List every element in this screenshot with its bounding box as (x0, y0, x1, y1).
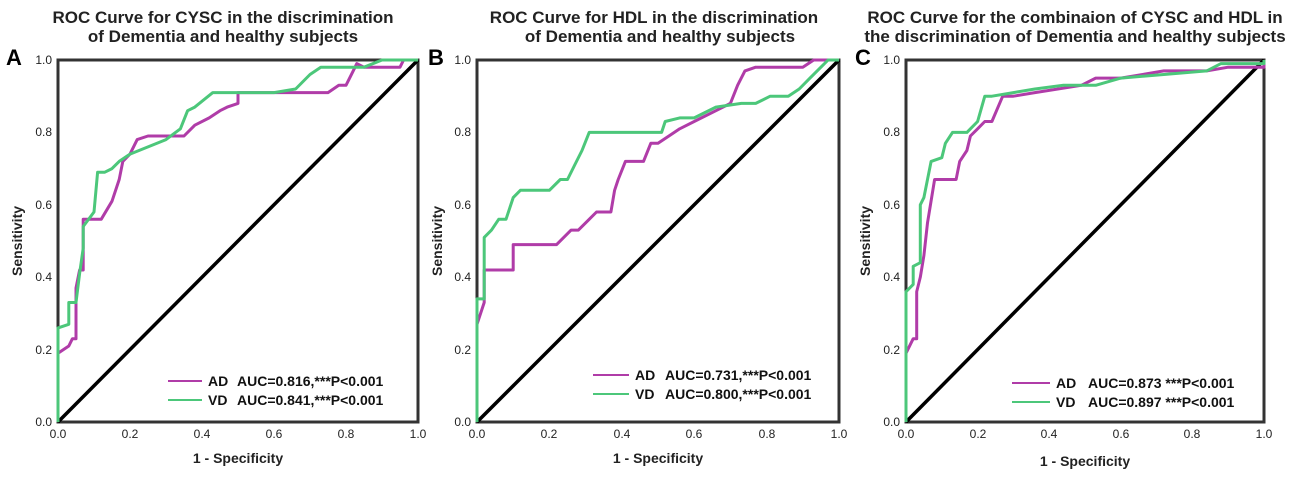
panel-a-y-tick: 0.4 (35, 270, 52, 284)
panel-a-x-tick: 0.6 (266, 427, 283, 441)
panel-b-diagonal-reference (475, 58, 841, 424)
panel-c-x-ticks: 0.0 0.2 0.4 0.6 0.8 1.0 (898, 427, 1273, 441)
panel-a-x-tick: 0.8 (338, 427, 355, 441)
panel-c-y-tick: 1.0 (883, 53, 900, 67)
panel-c-y-axis-label: Sensitivity (857, 206, 873, 276)
panel-c-y-tick: 0.2 (883, 343, 900, 357)
panel-a-x-tick: 0.2 (122, 427, 139, 441)
panel-a-x-tick: 0.4 (194, 427, 211, 441)
panel-b-legend-vd-name: VD (635, 386, 654, 402)
panel-c-y-tick: 0.6 (883, 198, 900, 212)
panel-a-letter: A (6, 45, 22, 70)
panel-c-x-tick: 0.0 (898, 427, 915, 441)
panel-c-letter: C (855, 45, 871, 70)
panel-c-y-tick: 0.8 (883, 125, 900, 139)
panel-b-x-tick: 0.6 (686, 427, 703, 441)
panel-a-legend-vd-text: AUC=0.841,***P<0.001 (237, 392, 384, 408)
panel-b-x-tick: 0.8 (759, 427, 776, 441)
panel-c-legend-vd-text: AUC=0.897 ***P<0.001 (1088, 394, 1235, 410)
panel-b-x-tick: 0.4 (614, 427, 631, 441)
panel-b-legend-vd-text: AUC=0.800,***P<0.001 (665, 386, 812, 402)
panel-c-ad-roc-curve (904, 60, 1266, 422)
panel-a-legend-ad-text: AUC=0.816,***P<0.001 (237, 373, 384, 389)
panel-a-vd-roc-curve (56, 58, 418, 422)
panel-c-legend-vd-name: VD (1056, 394, 1075, 410)
panel-b-y-tick: 1.0 (454, 53, 471, 67)
panel-b-y-tick: 0.6 (454, 198, 471, 212)
panel-a-legend: AD AUC=0.816,***P<0.001 VD AUC=0.841,***… (168, 373, 384, 408)
panel-a-y-tick: 0.6 (35, 198, 52, 212)
panel-a-y-tick: 0.2 (35, 343, 52, 357)
panel-a-legend-ad-name: AD (208, 373, 228, 389)
panel-b-vd-roc-curve (475, 58, 839, 422)
panel-b-x-tick: 1.0 (831, 427, 848, 441)
panel-a-y-ticks: 0.0 0.2 0.4 0.6 0.8 1.0 (35, 53, 52, 429)
panel-c-y-ticks: 0.0 0.2 0.4 0.6 0.8 1.0 (883, 53, 900, 429)
panel-c-x-tick: 1.0 (1256, 427, 1273, 441)
panel-a-title-line-1: ROC Curve for CYSC in the discrimination (53, 8, 394, 27)
panel-c-title-line-1: ROC Curve for the combinaion of CYSC and… (867, 8, 1282, 27)
panel-b-title-line-2: of Dementia and healthy subjects (525, 27, 795, 46)
panel-b-title-line-1: ROC Curve for HDL in the discrimination (490, 8, 818, 27)
panel-b-frame (475, 58, 841, 424)
panel-c-frame (904, 58, 1266, 424)
panel-a-title-line-2: of Dementia and healthy subjects (88, 27, 358, 46)
panel-b-x-tick: 0.2 (541, 427, 558, 441)
panel-b-letter: B (428, 45, 444, 70)
panel-a: ROC Curve for CYSC in the discrimination… (6, 8, 427, 466)
panel-c-y-tick: 0.4 (883, 270, 900, 284)
panel-c-legend: AD AUC=0.873 ***P<0.001 VD AUC=0.897 ***… (1012, 375, 1235, 410)
panel-a-legend-vd-name: VD (208, 392, 227, 408)
panel-a-x-axis-label: 1 - Specificity (193, 450, 283, 466)
panel-b-legend-ad-text: AUC=0.731,***P<0.001 (665, 367, 812, 383)
panel-c-title-line-2: the discrimination of Dementia and healt… (864, 27, 1285, 46)
panel-c-x-tick: 0.4 (1041, 427, 1058, 441)
panel-a-y-tick: 0.8 (35, 125, 52, 139)
panel-b-legend-ad-name: AD (635, 367, 655, 383)
panel-c-x-tick: 0.2 (970, 427, 987, 441)
panel-b-x-ticks: 0.0 0.2 0.4 0.6 0.8 1.0 (469, 427, 848, 441)
panel-c-x-tick: 0.6 (1113, 427, 1130, 441)
panel-a-y-tick: 0.0 (35, 415, 52, 429)
panel-c-legend-ad-text: AUC=0.873 ***P<0.001 (1088, 375, 1235, 391)
panel-a-x-tick: 1.0 (410, 427, 427, 441)
panel-b-y-tick: 0.8 (454, 125, 471, 139)
panel-b-y-tick: 0.0 (454, 415, 471, 429)
panel-c: ROC Curve for the combinaion of CYSC and… (855, 8, 1286, 469)
panel-b-ad-roc-curve (475, 58, 839, 422)
panel-a-frame (56, 58, 420, 424)
panel-c-diagonal-reference (904, 58, 1266, 424)
panel-a-y-axis-label: Sensitivity (9, 206, 25, 276)
panel-a-x-tick: 0.0 (50, 427, 67, 441)
panel-c-x-axis-label: 1 - Specificity (1040, 453, 1130, 469)
panel-a-x-ticks: 0.0 0.2 0.4 0.6 0.8 1.0 (50, 427, 427, 441)
panel-b-y-axis-label: Sensitivity (429, 206, 445, 276)
panel-b-legend: AD AUC=0.731,***P<0.001 VD AUC=0.800,***… (593, 367, 812, 402)
panel-c-vd-roc-curve (904, 60, 1266, 422)
panel-a-y-tick: 1.0 (35, 53, 52, 67)
panel-b-y-ticks: 0.0 0.2 0.4 0.6 0.8 1.0 (454, 53, 471, 429)
panel-c-y-tick: 0.0 (883, 415, 900, 429)
panel-b-x-tick: 0.0 (469, 427, 486, 441)
panel-c-x-tick: 0.8 (1184, 427, 1201, 441)
panel-b-y-tick: 0.2 (454, 343, 471, 357)
panel-a-diagonal-reference (56, 58, 420, 424)
panel-b-y-tick: 0.4 (454, 270, 471, 284)
panel-b-x-axis-label: 1 - Specificity (613, 450, 703, 466)
panel-b: ROC Curve for HDL in the discrimination … (428, 8, 848, 466)
panel-c-legend-ad-name: AD (1056, 375, 1076, 391)
